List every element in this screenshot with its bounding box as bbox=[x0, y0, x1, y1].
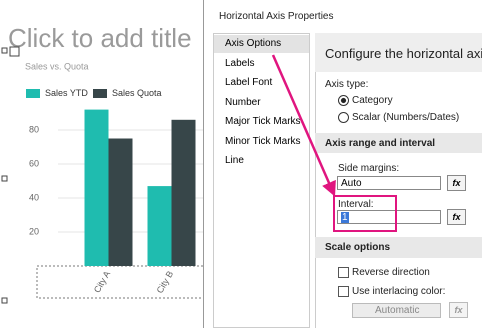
chart: Click to add title Sales vs. Quota 20 40 6… bbox=[1, 23, 203, 304]
fx-button[interactable]: fx bbox=[447, 175, 466, 191]
legend-swatch bbox=[93, 89, 107, 98]
legend-swatch bbox=[26, 89, 40, 98]
nav-item[interactable]: Label Font bbox=[225, 77, 273, 88]
radio[interactable] bbox=[338, 112, 349, 123]
dropdown[interactable]: Auto bbox=[337, 176, 441, 190]
section-title: Axis range and interval bbox=[325, 138, 436, 149]
y-tick-label: 60 bbox=[29, 158, 39, 168]
legend-label: Sales YTD bbox=[45, 88, 88, 98]
y-tick-label: 20 bbox=[29, 226, 39, 236]
checkbox[interactable] bbox=[338, 286, 349, 297]
color-dropdown[interactable]: Automatic bbox=[352, 303, 441, 318]
x-tick-label: City B bbox=[155, 269, 176, 295]
highlight-box bbox=[333, 195, 397, 232]
title-bar bbox=[204, 0, 482, 30]
nav-item[interactable]: Minor Tick Marks bbox=[225, 135, 301, 147]
fx-button[interactable]: fx bbox=[447, 209, 466, 225]
resize-handle[interactable] bbox=[1, 175, 8, 182]
legend-label: Sales Quota bbox=[112, 88, 162, 98]
dialog-title: Horizontal Axis Properties bbox=[219, 11, 334, 22]
chart-title: Sales vs. Quota bbox=[25, 61, 89, 71]
bar bbox=[171, 119, 196, 266]
resize-handle[interactable] bbox=[1, 47, 8, 54]
radio[interactable] bbox=[338, 95, 349, 106]
radio-label[interactable]: Scalar (Numbers/Dates) bbox=[352, 112, 460, 123]
resize-handle[interactable] bbox=[1, 297, 8, 304]
section-band bbox=[315, 237, 482, 258]
nav-item[interactable]: Axis Options bbox=[214, 35, 309, 53]
y-tick-label: 40 bbox=[29, 192, 39, 202]
x-tick-label: City A bbox=[92, 269, 112, 294]
fx-button[interactable]: fx bbox=[449, 302, 468, 318]
checkbox[interactable] bbox=[338, 267, 349, 278]
bar bbox=[147, 186, 172, 266]
title-placeholder[interactable]: Click to add title bbox=[8, 23, 192, 53]
section-band bbox=[315, 133, 482, 153]
dropdown[interactable]: 1 bbox=[337, 210, 441, 224]
section-title: Scale options bbox=[325, 242, 391, 253]
checkbox-label[interactable]: Use interlacing color: bbox=[352, 286, 446, 297]
nav-item[interactable]: Line bbox=[225, 155, 244, 166]
nav-item[interactable]: Number bbox=[225, 96, 261, 108]
checkbox-label[interactable]: Reverse direction bbox=[352, 267, 430, 278]
label: Side margins: bbox=[338, 163, 400, 174]
label: Interval: bbox=[338, 199, 374, 210]
heading: Configure the horizontal axis op bbox=[325, 46, 482, 61]
nav-item[interactable]: Labels bbox=[225, 57, 255, 69]
bar bbox=[84, 109, 109, 266]
y-tick-label: 80 bbox=[29, 124, 39, 134]
nav-item[interactable]: Major Tick Marks bbox=[225, 116, 301, 127]
radio-label[interactable]: Category bbox=[352, 95, 393, 106]
bar bbox=[108, 138, 133, 266]
move-handle[interactable] bbox=[9, 46, 20, 57]
options-panel bbox=[315, 72, 482, 328]
axis-selection[interactable] bbox=[36, 265, 203, 299]
label: Axis type: bbox=[325, 79, 369, 90]
selected-text: 1 bbox=[341, 212, 349, 223]
heading-bar bbox=[315, 33, 482, 72]
